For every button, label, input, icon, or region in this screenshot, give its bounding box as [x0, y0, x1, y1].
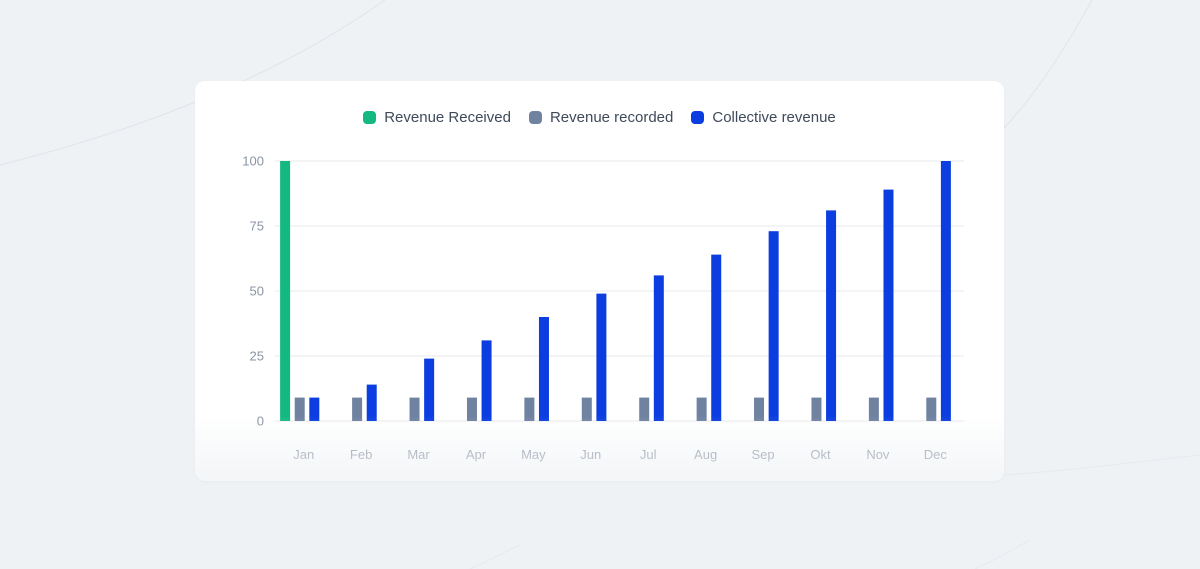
- legend-label: Collective revenue: [712, 109, 836, 126]
- chart-legend: Revenue Received Revenue recorded Collecti…: [195, 109, 1004, 126]
- legend-swatch: [528, 111, 542, 124]
- y-tick-label: 50: [250, 284, 264, 299]
- bar[interactable]: [868, 397, 879, 421]
- x-tick-label: Jul: [640, 447, 657, 462]
- y-tick-label: 0: [257, 414, 264, 429]
- bar[interactable]: [424, 358, 435, 421]
- x-tick-label: Mar: [407, 447, 430, 462]
- bar[interactable]: [409, 397, 420, 421]
- bar[interactable]: [754, 397, 765, 421]
- bar[interactable]: [280, 161, 291, 421]
- bar[interactable]: [826, 210, 837, 421]
- legend-item[interactable]: Collective revenue: [691, 109, 836, 126]
- y-tick-label: 100: [242, 154, 264, 169]
- x-tick-label: Apr: [466, 447, 487, 462]
- x-tick-label: Okt: [810, 447, 831, 462]
- x-tick-label: Feb: [350, 447, 372, 462]
- bar[interactable]: [926, 397, 937, 421]
- bar[interactable]: [883, 189, 894, 421]
- chart-card: Revenue Received Revenue recorded Collecti…: [195, 81, 1004, 481]
- legend-label: Revenue Received: [384, 109, 511, 126]
- bar[interactable]: [653, 275, 664, 421]
- legend-label: Revenue recorded: [549, 109, 674, 126]
- bar[interactable]: [696, 397, 707, 421]
- x-tick-label: Dec: [924, 447, 948, 462]
- bar[interactable]: [352, 397, 363, 421]
- bar[interactable]: [481, 340, 492, 421]
- bar[interactable]: [711, 254, 722, 421]
- bar[interactable]: [768, 231, 779, 421]
- bar[interactable]: [524, 397, 535, 421]
- bar[interactable]: [294, 397, 305, 421]
- bar[interactable]: [596, 293, 607, 421]
- bar[interactable]: [581, 397, 592, 421]
- legend-item[interactable]: Revenue Received: [363, 109, 511, 126]
- bar[interactable]: [811, 397, 822, 421]
- y-tick-label: 25: [250, 349, 264, 364]
- bar[interactable]: [309, 397, 320, 421]
- x-tick-label: Aug: [694, 447, 717, 462]
- bar-chart: 0 25 50 75 100 Jan Feb Mar Apr May Jun Jul Aug Sep Okt…: [242, 154, 964, 462]
- bar[interactable]: [639, 397, 650, 421]
- bar[interactable]: [940, 161, 951, 421]
- y-tick-label: 75: [250, 219, 264, 234]
- legend-swatch: [691, 111, 705, 124]
- bar[interactable]: [538, 317, 549, 421]
- x-tick-label: Jan: [293, 447, 314, 462]
- x-tick-label: Nov: [866, 447, 890, 462]
- x-tick-label: Jun: [580, 447, 601, 462]
- bar[interactable]: [366, 384, 377, 421]
- x-tick-label: May: [521, 447, 546, 462]
- legend-swatch: [363, 111, 377, 124]
- bar[interactable]: [466, 397, 477, 421]
- legend-item[interactable]: Revenue recorded: [528, 109, 674, 126]
- x-tick-label: Sep: [751, 447, 774, 462]
